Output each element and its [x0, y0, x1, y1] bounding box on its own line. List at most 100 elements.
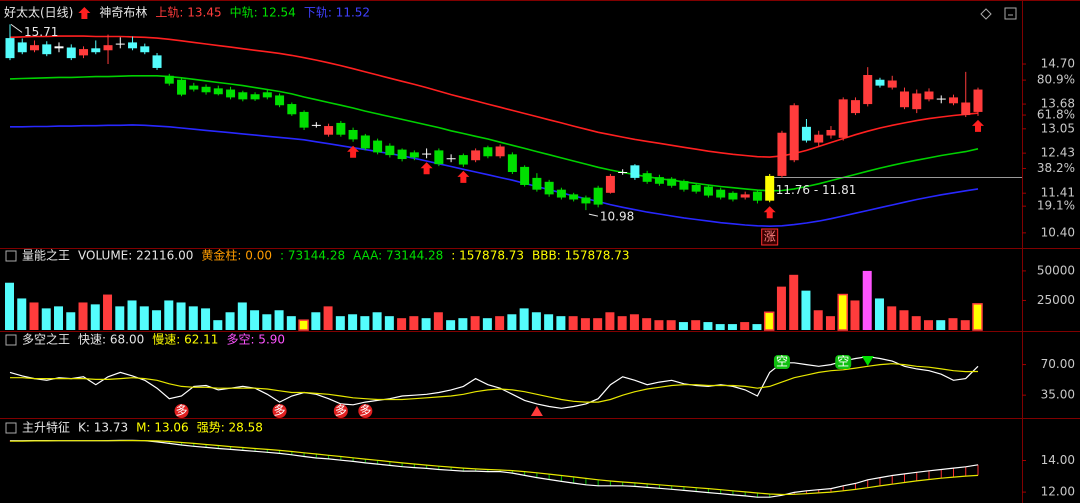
volume-bar	[213, 320, 223, 330]
volume-bar	[78, 302, 88, 330]
volume-bar	[519, 308, 529, 330]
candle-body	[79, 49, 89, 56]
header-text: VOLUME: 22116.00	[78, 249, 193, 263]
candle-body	[287, 104, 297, 115]
volume-bar	[103, 294, 113, 330]
buy-arrow	[347, 145, 360, 158]
short-signal-label: 空	[837, 355, 849, 369]
volume-bar	[948, 318, 958, 330]
candle-body	[850, 100, 860, 114]
header-text: AAA: 73144.28	[353, 249, 443, 263]
y-tick-label: 12.00	[1041, 485, 1075, 499]
volume-bar	[862, 270, 872, 330]
volume-bar	[629, 314, 639, 330]
candle-body	[703, 186, 713, 196]
y-tick-label: 13.05	[1041, 121, 1075, 135]
candle-body	[422, 153, 432, 155]
long-signal	[358, 404, 373, 418]
candle-body	[336, 122, 346, 135]
candle-body	[887, 80, 897, 88]
volume-bar	[348, 314, 358, 330]
candle-body	[152, 55, 162, 68]
candle-body	[863, 75, 873, 105]
candle-body	[17, 42, 27, 53]
volume-bar	[789, 274, 799, 330]
window-icon[interactable]	[1004, 7, 1017, 20]
candle-body	[912, 93, 922, 110]
candle-body	[507, 154, 517, 172]
header-text: 主升特征	[22, 420, 70, 435]
volume-bar	[176, 302, 186, 330]
candle-body	[961, 102, 971, 116]
candle-body	[532, 177, 542, 190]
candle-body	[177, 79, 187, 95]
candle-body	[238, 92, 248, 100]
volume-bar	[911, 316, 921, 330]
candle-body	[409, 152, 419, 158]
candle-body	[520, 166, 530, 185]
candle-body	[115, 43, 125, 45]
volume-bar	[715, 324, 725, 330]
volume-bar	[727, 324, 737, 330]
volume-bar	[666, 320, 676, 330]
candle-body	[814, 134, 824, 143]
header-text: 好太太(日线)	[4, 5, 73, 20]
y-tick-label: 35.00	[1041, 388, 1075, 402]
band-line	[9, 35, 979, 158]
candle-body	[875, 79, 885, 86]
volume-bar	[740, 322, 750, 330]
volume-bar	[360, 316, 370, 330]
candle-body	[54, 46, 64, 49]
volume-bar	[568, 316, 578, 330]
candle-body	[642, 173, 652, 182]
volume-bar	[654, 320, 664, 330]
volume-bar	[752, 324, 762, 330]
y-tick-label: 10.40	[1041, 225, 1075, 239]
panel-toggle[interactable]	[5, 334, 17, 346]
y-tick-label: 38.2%	[1037, 161, 1075, 175]
candle-body	[103, 45, 113, 51]
volume-bar	[29, 302, 39, 330]
header-text: 神奇布林	[99, 6, 147, 20]
header-text: 强势: 28.58	[197, 421, 263, 435]
candle-body	[924, 91, 934, 100]
diamond-icon[interactable]	[980, 8, 992, 20]
volume-bar	[323, 306, 333, 330]
volume-bar	[703, 322, 713, 330]
volume-bar	[397, 318, 407, 330]
candle-body	[397, 149, 407, 160]
short-signal-label: 空	[776, 355, 788, 369]
volume-bar	[372, 312, 382, 330]
candle-body	[495, 146, 505, 157]
volume-bar	[262, 314, 272, 330]
volume-bar	[237, 302, 247, 330]
volume-bar	[225, 312, 235, 330]
panel-toggle[interactable]	[5, 250, 17, 262]
candle-body	[691, 184, 701, 192]
candle-body	[728, 192, 738, 200]
header-text: 多空之王	[22, 333, 70, 347]
volume-bar	[335, 316, 345, 330]
volume-bar	[274, 310, 284, 330]
y-tick-label: 70.00	[1041, 357, 1075, 371]
indicator-line	[9, 356, 979, 409]
y-tick-label: 14.00	[1041, 453, 1075, 467]
y-tick-label: 14.70	[1041, 57, 1075, 71]
candle-body	[324, 126, 334, 135]
volume-bar	[433, 312, 443, 330]
candle-body	[654, 177, 664, 184]
candle-body	[777, 132, 787, 176]
panel-toggle[interactable]	[5, 422, 17, 434]
candle-body	[483, 147, 493, 157]
volume-bar	[850, 300, 860, 330]
candle-body	[973, 89, 983, 112]
candle-body	[385, 145, 395, 156]
buy-arrow	[763, 206, 776, 219]
volume-bar	[66, 312, 76, 330]
volume-bar	[960, 320, 970, 330]
volume-bar	[470, 316, 480, 330]
candle-body	[250, 94, 260, 100]
long-signal-label: 多	[176, 404, 188, 418]
header-text: M: 13.06	[136, 421, 189, 435]
candle-body	[348, 129, 358, 140]
